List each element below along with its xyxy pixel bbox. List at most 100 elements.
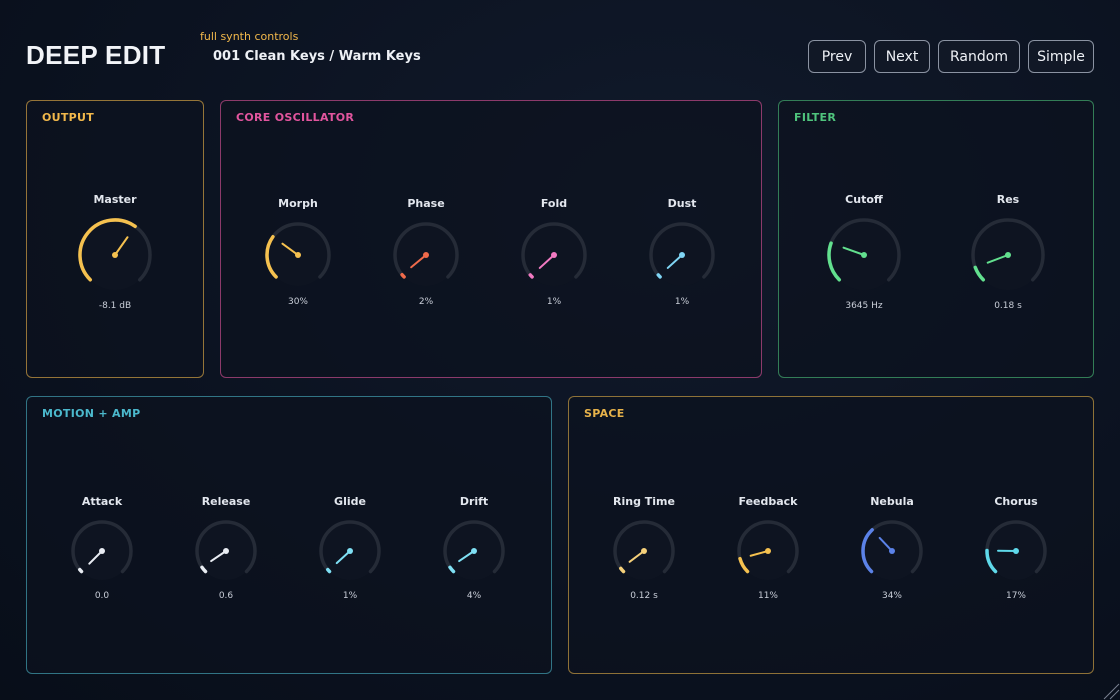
panel-title: SPACE (584, 407, 625, 420)
knob-dial[interactable] (730, 513, 806, 589)
knob-hub (551, 252, 557, 258)
knob-value: 1% (342, 591, 358, 601)
knob-release[interactable]: Release 0.6 (176, 495, 276, 601)
knob-pointer (114, 236, 129, 256)
knob-track (319, 520, 381, 574)
knob-hub (423, 252, 429, 258)
knob-value: 17% (1005, 591, 1026, 601)
knob-nebula[interactable]: Nebula 34% (842, 495, 942, 601)
app-subtitle: full synth controls (200, 30, 299, 43)
knob-track (195, 520, 257, 574)
knob-value: 11% (757, 591, 778, 601)
knob-track (737, 520, 799, 574)
knob-hub (112, 252, 118, 258)
prev-button[interactable]: Prev (808, 40, 866, 73)
knob-value: 3645 Hz (845, 301, 883, 311)
knob-pointer (538, 254, 555, 269)
panel-title: CORE OSCILLATOR (236, 111, 355, 124)
knob-dial[interactable] (71, 211, 159, 299)
random-button[interactable]: Random (938, 40, 1020, 73)
knob-dial[interactable] (64, 513, 140, 589)
knob-res[interactable]: Res 0.18 s (958, 193, 1058, 311)
knob-dial[interactable] (386, 215, 466, 295)
knob-ring-time[interactable]: Ring Time 0.12 s (594, 495, 694, 601)
app-title: DEEP EDIT (26, 40, 166, 70)
knob-attack[interactable]: Attack 0.0 (52, 495, 152, 601)
knob-value-arc (861, 528, 874, 574)
knob-phase[interactable]: Phase 2% (376, 197, 476, 307)
knob-label: Drift (459, 495, 489, 508)
knob-dial[interactable] (642, 215, 722, 295)
knob-glide[interactable]: Glide 1% (300, 495, 400, 601)
knob-label: Glide (334, 495, 366, 508)
knob-value: 1% (674, 297, 690, 307)
knob-dust[interactable]: Dust 1% (632, 197, 732, 307)
knob-dial[interactable] (820, 211, 908, 299)
knob-hub (347, 548, 353, 554)
knob-dial[interactable] (978, 513, 1054, 589)
knob-value: -8.1 dB (98, 301, 132, 311)
knob-label: Chorus (994, 495, 1038, 508)
knob-track (521, 222, 587, 279)
preset-name: 001 Clean Keys / Warm Keys (213, 49, 421, 64)
knob-track (649, 222, 715, 279)
knob-dial[interactable] (514, 215, 594, 295)
knob-hub (861, 252, 867, 258)
resize-grip-icon[interactable] (1098, 678, 1120, 700)
knob-value-arc (827, 241, 841, 282)
knob-label: Feedback (738, 495, 798, 508)
knob-track (443, 520, 505, 574)
knob-dial[interactable] (964, 211, 1052, 299)
knob-cutoff[interactable]: Cutoff 3645 Hz (814, 193, 914, 311)
knob-value: 2% (418, 297, 434, 307)
next-button[interactable]: Next (874, 40, 930, 73)
knob-hub (99, 548, 105, 554)
knob-value-arc (738, 556, 750, 574)
knob-label: Ring Time (613, 495, 675, 508)
knob-dial[interactable] (606, 513, 682, 589)
panel-filter: FILTER (778, 100, 1094, 378)
knob-value: 0.12 s (630, 591, 658, 601)
knob-chorus[interactable]: Chorus 17% (966, 495, 1066, 601)
knob-value-arc (619, 566, 626, 574)
knob-master[interactable]: Master -8.1 dB (65, 193, 165, 311)
knob-value-arc (326, 567, 332, 574)
knob-value: 0.0 (94, 591, 110, 601)
knob-value-arc (78, 567, 84, 574)
knob-feedback[interactable]: Feedback 11% (718, 495, 818, 601)
knob-value-arc (985, 548, 998, 574)
panel-title: MOTION + AMP (42, 407, 141, 420)
knob-value: 0.6 (218, 591, 234, 601)
knob-morph[interactable]: Morph 30% (248, 197, 348, 307)
knob-track (71, 520, 133, 574)
knob-value: 1% (546, 297, 562, 307)
knob-track (393, 222, 459, 279)
knob-track (971, 218, 1045, 282)
preset-navigation: Prev Next Random Simple (808, 40, 1094, 73)
knob-dial[interactable] (188, 513, 264, 589)
knob-dial[interactable] (854, 513, 930, 589)
knob-label: Morph (278, 197, 318, 210)
knob-dial[interactable] (312, 513, 388, 589)
knob-dial[interactable] (436, 513, 512, 589)
knob-value-arc (400, 273, 406, 279)
knob-label: Res (996, 193, 1020, 206)
simple-button[interactable]: Simple (1028, 40, 1094, 73)
knob-pointer (666, 254, 683, 269)
knob-label: Master (93, 193, 137, 206)
knob-pointer (410, 254, 427, 269)
knob-label: Attack (81, 495, 123, 508)
knob-hub (641, 548, 647, 554)
knob-pointer (986, 254, 1009, 264)
knob-hub (765, 548, 771, 554)
knob-hub (471, 548, 477, 554)
knob-value-arc (656, 273, 662, 279)
knob-fold[interactable]: Fold 1% (504, 197, 604, 307)
knob-track (613, 520, 675, 574)
knob-value-arc (200, 565, 208, 574)
knob-dial[interactable] (258, 215, 338, 295)
knob-label: Release (201, 495, 251, 508)
knob-drift[interactable]: Drift 4% (424, 495, 524, 601)
knob-value-arc (78, 218, 137, 282)
panel-title: OUTPUT (42, 111, 95, 124)
